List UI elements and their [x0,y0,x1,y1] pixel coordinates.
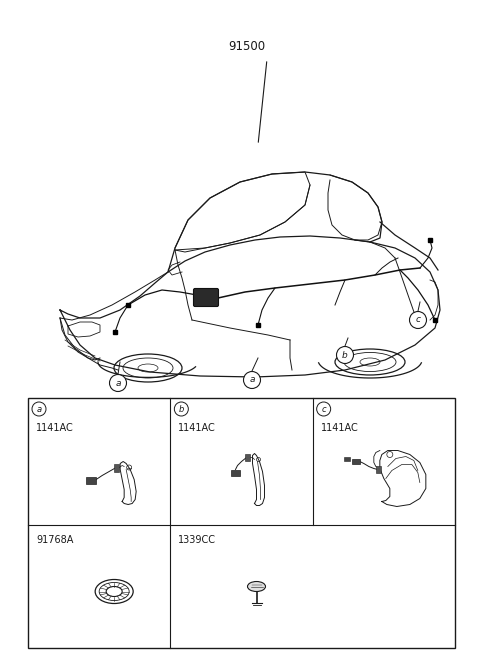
Text: a: a [115,379,121,388]
Text: 91768A: 91768A [36,535,73,545]
Text: c: c [321,405,326,413]
Text: 1141AC: 1141AC [321,423,359,433]
Text: 1141AC: 1141AC [36,423,74,433]
Text: c: c [416,316,420,324]
Text: b: b [179,405,184,413]
Bar [86,476,96,483]
Ellipse shape [248,582,265,591]
Bar [114,464,119,472]
Circle shape [243,371,261,388]
Circle shape [174,402,188,416]
Bar [344,457,350,460]
Text: 1339CC: 1339CC [179,535,216,545]
Bar [352,458,360,464]
Text: 91500: 91500 [228,41,265,54]
Circle shape [409,312,427,329]
Text: b: b [342,350,348,360]
Text: 1141AC: 1141AC [179,423,216,433]
Text: a: a [249,375,255,384]
Bar [28,398,455,648]
Circle shape [109,375,127,392]
Circle shape [32,402,46,416]
Bar [230,470,240,476]
Text: a: a [36,405,42,413]
FancyBboxPatch shape [193,288,218,307]
Bar [376,466,381,472]
Circle shape [336,346,353,364]
Circle shape [317,402,331,416]
Bar [244,453,250,460]
